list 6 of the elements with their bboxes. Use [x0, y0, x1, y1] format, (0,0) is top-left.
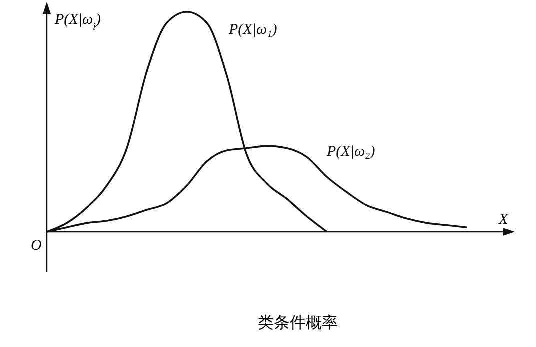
series-label: P(X|ω₁): [228, 22, 278, 38]
y-axis-title: P(X|ω$_{i}$): [54, 12, 101, 32]
series-label: P(X|ω₂): [326, 144, 376, 160]
x-axis-title: X: [498, 212, 509, 228]
text: 类条件概率: [258, 313, 338, 332]
text: O: [31, 238, 42, 254]
